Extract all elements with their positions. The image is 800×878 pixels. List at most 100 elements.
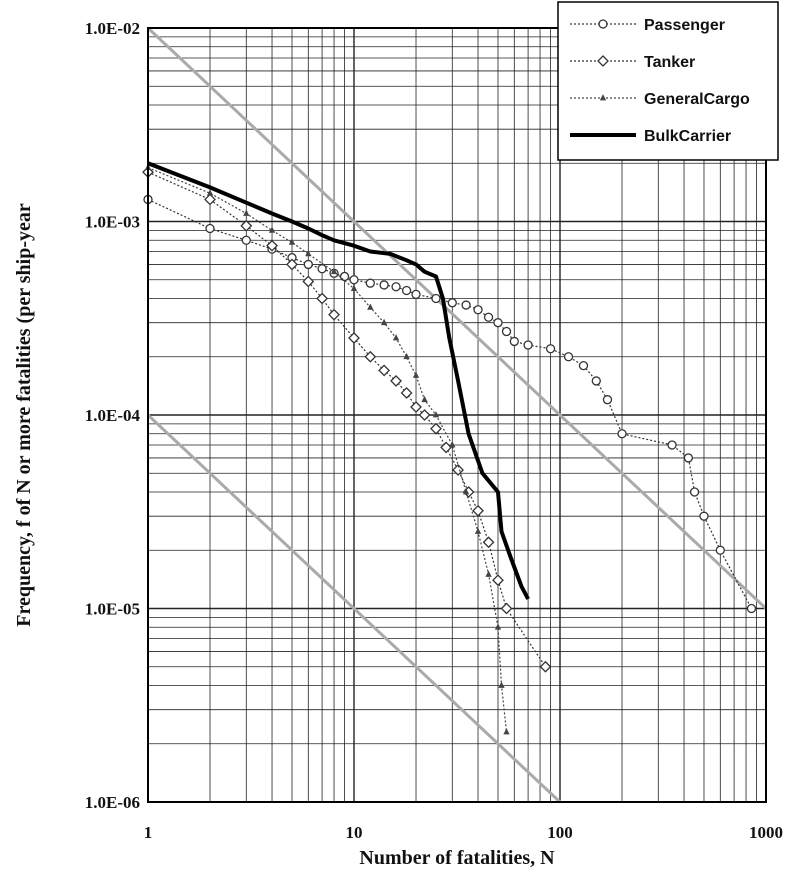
legend-label: Tanker xyxy=(644,54,695,71)
data-point xyxy=(241,235,251,245)
series-bulkcarrier xyxy=(147,161,530,600)
x-tick-labels: 1 10 100 1000 xyxy=(144,823,783,842)
data-point xyxy=(206,189,214,196)
data-point xyxy=(286,258,298,271)
data-point xyxy=(545,344,556,354)
data-point xyxy=(509,336,519,347)
data-point xyxy=(240,219,253,232)
data-point xyxy=(328,308,340,321)
data-point xyxy=(411,289,421,300)
legend-entry: BulkCarrier xyxy=(570,128,731,145)
series-layer xyxy=(142,161,757,735)
data-point xyxy=(440,441,453,454)
series-tanker xyxy=(142,166,552,673)
data-point xyxy=(461,300,471,310)
data-point xyxy=(243,209,250,216)
data-point xyxy=(364,350,377,363)
y-axis-title: Frequency, f of N or more fatalities (pe… xyxy=(13,203,35,627)
data-point xyxy=(410,401,422,413)
data-point xyxy=(266,239,278,252)
data-point xyxy=(485,570,492,577)
legend-label: BulkCarrier xyxy=(644,128,731,145)
data-point xyxy=(617,429,627,439)
data-point xyxy=(599,94,607,101)
data-point xyxy=(452,464,464,476)
data-point xyxy=(339,271,350,282)
y-tick-label: 1.0E-06 xyxy=(85,793,140,812)
data-point xyxy=(348,332,360,344)
y-tick-label: 1.0E-02 xyxy=(85,19,140,38)
data-point xyxy=(449,441,456,448)
data-point xyxy=(473,305,483,315)
x-tick-label: 10 xyxy=(346,823,363,842)
series-passenger xyxy=(143,194,757,614)
x-axis-title: Number of fatalities, N xyxy=(359,847,555,869)
data-point xyxy=(432,411,440,418)
data-point xyxy=(493,318,503,328)
data-point xyxy=(578,360,589,371)
data-point xyxy=(591,376,601,386)
data-point xyxy=(683,453,694,463)
y-tick-labels: 1.0E-06 1.0E-05 1.0E-04 1.0E-03 1.0E-02 xyxy=(85,19,141,812)
criteria-line xyxy=(146,26,768,610)
data-point xyxy=(689,487,700,497)
data-point xyxy=(494,623,502,630)
data-point xyxy=(715,545,725,555)
data-point xyxy=(482,536,495,549)
plot-frame xyxy=(147,27,767,803)
series-line xyxy=(147,171,546,668)
data-point xyxy=(367,303,374,310)
data-point xyxy=(288,238,296,245)
x-tick-label: 100 xyxy=(547,823,573,842)
data-point xyxy=(746,603,757,614)
data-point xyxy=(474,527,482,534)
data-point xyxy=(500,602,513,615)
y-tick-label: 1.0E-05 xyxy=(85,600,140,619)
legend-entry: Tanker xyxy=(570,54,695,71)
data-point xyxy=(316,292,329,305)
data-point xyxy=(492,574,504,587)
data-point xyxy=(462,488,470,495)
data-point xyxy=(431,293,441,304)
data-point xyxy=(379,280,389,290)
legend-label: Passenger xyxy=(644,17,725,34)
legend-entry: GeneralCargo xyxy=(570,91,750,108)
data-point xyxy=(430,422,442,435)
data-point xyxy=(498,681,505,688)
data-point xyxy=(501,326,512,337)
data-point xyxy=(598,19,608,29)
data-point xyxy=(503,728,510,735)
data-point xyxy=(268,226,276,233)
legend-label: GeneralCargo xyxy=(644,91,750,108)
data-point xyxy=(403,352,410,360)
data-point xyxy=(303,259,313,270)
data-point xyxy=(539,660,552,673)
data-point xyxy=(391,282,401,292)
data-point xyxy=(472,504,484,517)
data-point xyxy=(523,340,533,350)
legend-entry: Passenger xyxy=(570,17,725,34)
data-point xyxy=(378,364,391,377)
data-point xyxy=(380,318,388,326)
x-tick-label: 1000 xyxy=(749,823,783,842)
data-point xyxy=(421,395,428,403)
data-point xyxy=(305,250,312,257)
data-point xyxy=(597,55,609,67)
data-point xyxy=(349,275,359,285)
data-point xyxy=(400,387,413,399)
data-point xyxy=(418,409,431,421)
data-point xyxy=(365,278,375,288)
series-generalcargo xyxy=(144,163,510,735)
data-point xyxy=(302,275,315,288)
data-point xyxy=(602,395,613,405)
data-point xyxy=(392,334,400,341)
data-point xyxy=(390,375,402,387)
data-point xyxy=(330,267,338,275)
data-point xyxy=(699,511,709,521)
grid xyxy=(148,28,766,802)
data-point xyxy=(350,284,358,292)
series-line xyxy=(147,161,530,600)
data-point xyxy=(412,371,420,378)
x-tick-label: 1 xyxy=(144,823,153,842)
